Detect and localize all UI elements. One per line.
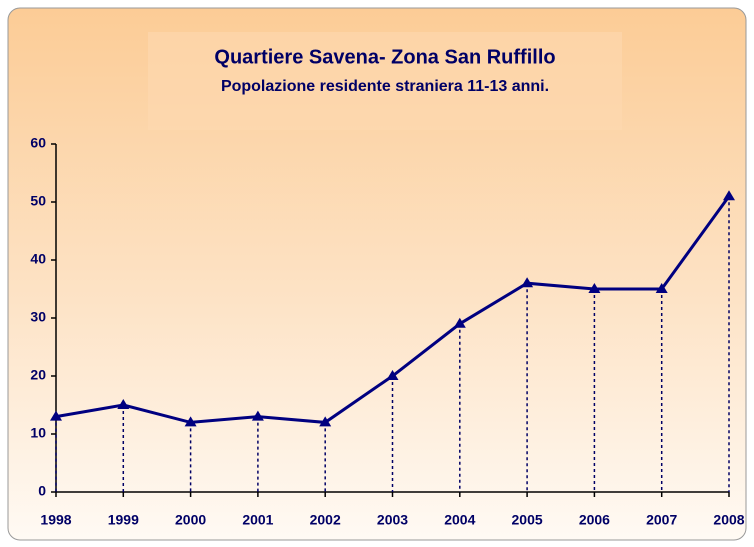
x-tick-label: 1998 (40, 512, 71, 528)
marker (723, 190, 735, 201)
y-tick-label: 50 (30, 193, 46, 209)
x-tick-label: 2002 (310, 512, 341, 528)
marker (521, 277, 534, 288)
title-box (148, 32, 622, 130)
x-tick-label: 2005 (512, 512, 543, 528)
marker (117, 399, 130, 409)
y-tick-label: 20 (30, 367, 46, 383)
y-tick-label: 10 (30, 425, 46, 441)
x-tick-label: 2001 (242, 512, 273, 528)
marker (386, 370, 399, 380)
marker (184, 416, 197, 427)
y-tick-label: 60 (30, 135, 46, 151)
y-tick-label: 0 (38, 483, 46, 499)
marker (319, 416, 332, 427)
x-tick-label: 1999 (108, 512, 139, 528)
marker (50, 410, 62, 421)
marker (251, 410, 264, 421)
x-tick-label: 2006 (579, 512, 610, 528)
marker (588, 283, 601, 293)
x-tick-label: 2004 (444, 512, 475, 528)
x-tick-label: 2007 (646, 512, 677, 528)
y-tick-label: 30 (30, 309, 46, 325)
marker (453, 317, 466, 328)
y-tick-label: 40 (30, 251, 46, 267)
x-tick-label: 2000 (175, 512, 206, 528)
chart-area (7, 7, 747, 541)
x-tick-label: 2003 (377, 512, 408, 528)
chart-subtitle: Popolazione residente straniera 11-13 an… (221, 78, 549, 95)
chart-title: Quartiere Savena- Zona San Ruffillo (214, 46, 555, 68)
marker (655, 283, 668, 293)
x-tick-label: 2008 (713, 512, 744, 528)
